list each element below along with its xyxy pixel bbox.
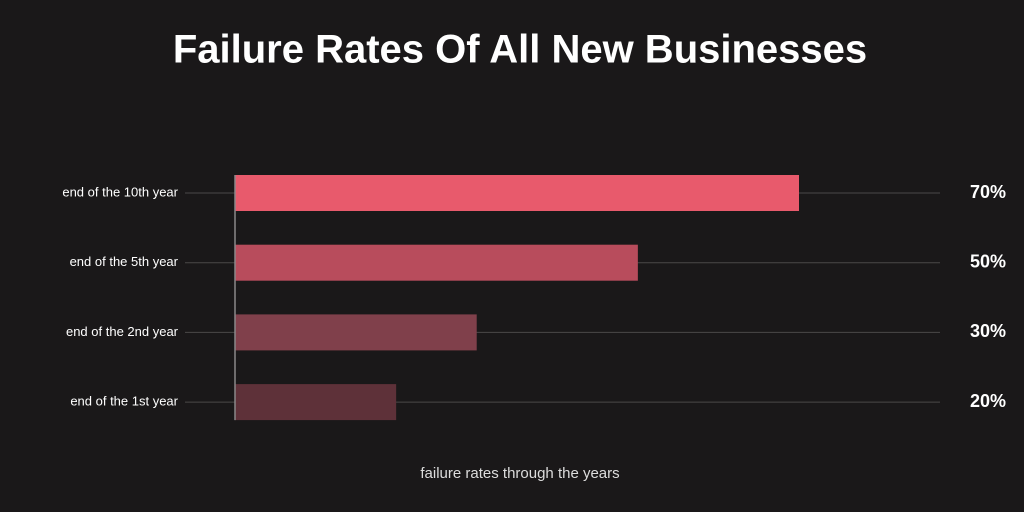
bar <box>235 175 799 211</box>
chart-title: Failure Rates Of All New Businesses <box>173 28 867 72</box>
y-tick-label: end of the 5th year <box>70 254 179 269</box>
bar <box>235 244 638 281</box>
value-label: 30% <box>970 321 1006 341</box>
value-label: 20% <box>970 391 1006 411</box>
value-label: 50% <box>970 251 1006 271</box>
bar <box>235 384 397 421</box>
x-axis-label: failure rates through the years <box>420 465 619 482</box>
y-tick-label: end of the 2nd year <box>66 324 179 339</box>
bar <box>235 314 477 351</box>
value-label: 70% <box>970 182 1006 202</box>
y-tick-label: end of the 10th year <box>62 184 178 199</box>
y-tick-label: end of the 1st year <box>70 394 178 409</box>
